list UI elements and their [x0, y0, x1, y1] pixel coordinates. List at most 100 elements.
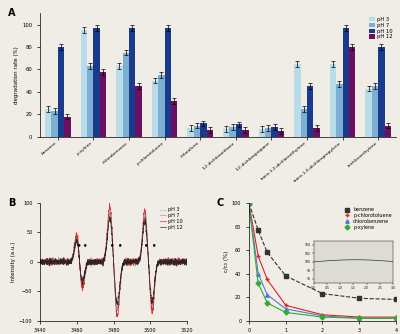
p-xylene: [357, 316, 362, 320]
Bar: [51, 111, 58, 137]
Bar: [365, 89, 372, 137]
Bar: [272, 127, 278, 137]
pH 7: [57, 262, 62, 266]
pH 3: [108, 211, 112, 215]
Bar: [236, 125, 242, 137]
pH 3: [101, 259, 106, 263]
pH 7: [185, 259, 190, 263]
pH 7: [87, 263, 92, 267]
Line: pH 3: pH 3: [40, 213, 187, 308]
chlorobenzene: [256, 272, 260, 276]
pH 7: [115, 308, 120, 312]
Bar: [342, 28, 349, 137]
pH 10: [87, 260, 92, 264]
pH 3: [38, 257, 42, 261]
pH 10: [101, 260, 106, 264]
pH 10: [107, 201, 112, 205]
Bar: [122, 53, 129, 137]
Line: pH 7: pH 7: [40, 211, 187, 310]
Legend: pH 3, pH 7, pH 10, pH 12: pH 3, pH 7, pH 10, pH 12: [368, 16, 393, 40]
chlorobenzene: [357, 316, 362, 320]
Y-axis label: c/c₀ (%): c/c₀ (%): [224, 251, 229, 273]
Bar: [372, 86, 378, 137]
Bar: [330, 64, 336, 137]
Bar: [207, 130, 213, 137]
Text: C: C: [216, 198, 224, 208]
p-xylene: [246, 201, 251, 205]
Text: B: B: [8, 198, 15, 208]
pH 10: [114, 315, 119, 319]
p-chlorotoluene: [394, 315, 398, 319]
Text: •: •: [152, 242, 156, 248]
p-xylene: [265, 301, 270, 305]
pH 12: [38, 260, 42, 264]
pH 7: [115, 307, 120, 311]
Bar: [165, 28, 171, 137]
pH 10: [57, 260, 62, 264]
Y-axis label: degradation rate (%): degradation rate (%): [14, 46, 20, 104]
benzene: [320, 292, 325, 296]
pH 12: [107, 215, 112, 219]
chlorobenzene: [283, 307, 288, 311]
benzene: [256, 228, 260, 232]
Bar: [187, 128, 194, 137]
Bar: [158, 75, 165, 137]
Line: benzene: benzene: [247, 201, 398, 301]
pH 3: [185, 259, 190, 263]
benzene: [265, 250, 270, 255]
p-xylene: [283, 310, 288, 314]
Bar: [87, 66, 94, 137]
Bar: [349, 47, 356, 137]
Line: pH 12: pH 12: [40, 217, 187, 304]
benzene: [283, 274, 288, 278]
Text: A: A: [8, 8, 16, 18]
pH 12: [118, 277, 123, 281]
p-xylene: [256, 281, 260, 285]
p-chlorotoluene: [246, 201, 251, 205]
Bar: [223, 129, 229, 137]
Bar: [152, 81, 158, 137]
Bar: [300, 109, 307, 137]
Legend: benzene, p-chlorotoluene, chlorobenzene, p-xylene: benzene, p-chlorotoluene, chlorobenzene,…: [342, 205, 394, 231]
pH 3: [115, 303, 120, 307]
Bar: [385, 126, 391, 137]
Line: p-xylene: p-xylene: [247, 201, 398, 320]
pH 12: [57, 260, 62, 264]
p-xylene: [320, 315, 325, 319]
Text: •: •: [110, 242, 115, 248]
pH 12: [115, 302, 120, 306]
pH 7: [118, 277, 123, 281]
pH 10: [62, 260, 67, 264]
pH 12: [185, 258, 190, 262]
pH 10: [38, 261, 42, 265]
Bar: [58, 47, 64, 137]
p-chlorotoluene: [320, 313, 325, 317]
Bar: [200, 123, 207, 137]
Bar: [94, 28, 100, 137]
p-xylene: [394, 316, 398, 320]
Bar: [171, 101, 178, 137]
p-chlorotoluene: [283, 303, 288, 307]
chlorobenzene: [246, 201, 251, 205]
Bar: [258, 129, 265, 137]
Bar: [194, 126, 200, 137]
Bar: [129, 28, 136, 137]
p-chlorotoluene: [265, 278, 270, 282]
pH 10: [118, 280, 123, 284]
benzene: [357, 296, 362, 300]
Legend: pH 3, pH 7, pH 10, pH 12: pH 3, pH 7, pH 10, pH 12: [158, 205, 185, 231]
pH 12: [101, 257, 106, 261]
Bar: [229, 127, 236, 137]
Bar: [100, 72, 106, 137]
pH 12: [115, 302, 120, 306]
pH 10: [115, 315, 120, 319]
pH 7: [101, 259, 106, 263]
pH 3: [57, 262, 62, 266]
pH 3: [62, 262, 67, 266]
Bar: [45, 109, 51, 137]
Bar: [307, 86, 314, 137]
chlorobenzene: [265, 293, 270, 297]
p-chlorotoluene: [357, 315, 362, 319]
pH 3: [87, 260, 92, 264]
Bar: [278, 131, 284, 137]
